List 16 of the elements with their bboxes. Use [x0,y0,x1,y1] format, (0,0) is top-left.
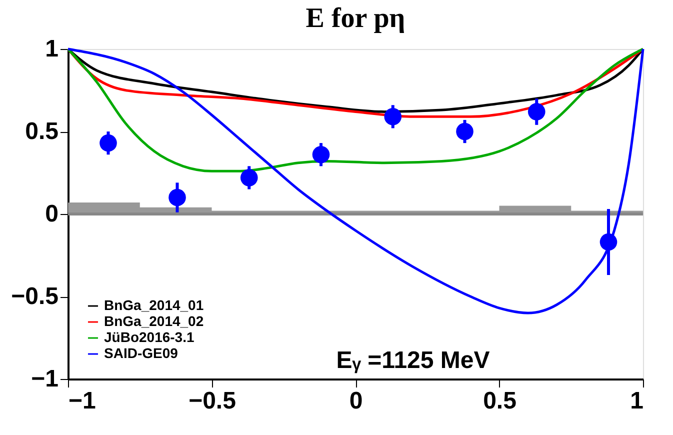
annotation: Eᵧ =1125 MeV [336,347,490,374]
x-tick-label: 1 [630,388,644,414]
legend-label: BnGa_2014_02 [104,313,204,329]
y-tick-label: −0.5 [11,283,58,310]
legend-label: JüBo2016-3.1 [104,329,194,345]
y-tick-label: 0 [45,200,58,228]
x-tick-label: 0 [349,388,363,414]
chart-title: E for pη [306,3,406,34]
y-tick-label: 1 [45,36,58,62]
legend-label: BnGa_2014_01 [104,297,204,313]
x-tick-label: −1 [68,388,96,414]
y-tick-label: −1 [31,366,58,392]
x-tick-label: −0.5 [188,388,236,414]
x-tick-label: 0.5 [483,388,516,414]
legend-label: SAID-GE09 [104,345,178,361]
y-tick-label: 0.5 [25,118,58,145]
